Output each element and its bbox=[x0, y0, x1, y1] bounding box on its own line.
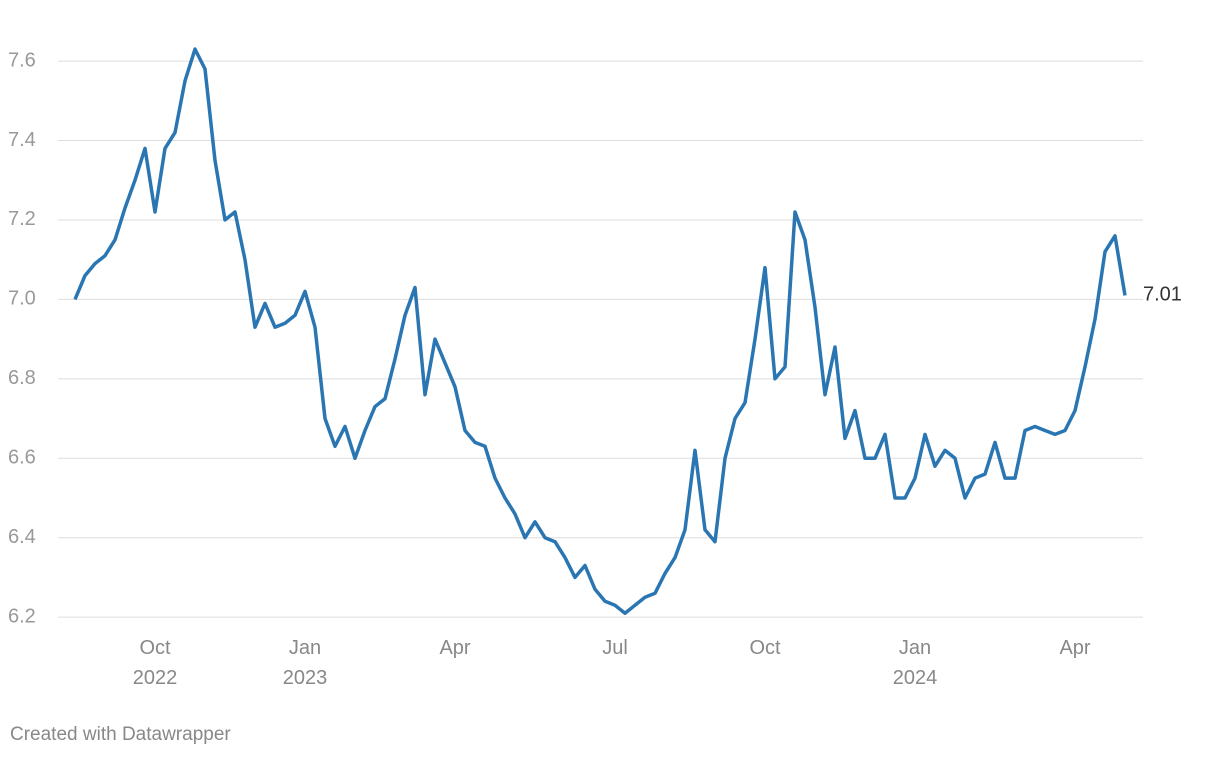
credit: Created with Datawrapper bbox=[10, 724, 231, 745]
x-tick-label: Apr bbox=[439, 637, 471, 659]
x-tick-label: Jan 2023 bbox=[282, 637, 328, 689]
y-tick-label: 6.6 bbox=[8, 447, 36, 469]
y-tick-label: 7.0 bbox=[8, 288, 36, 310]
x-tick-label: Apr bbox=[1059, 637, 1091, 659]
y-tick-label: 7.4 bbox=[8, 129, 36, 151]
y-tick-label: 7.2 bbox=[8, 208, 36, 230]
end-label: 7.01 bbox=[1143, 284, 1182, 306]
y-tick-label: 6.8 bbox=[8, 367, 36, 389]
y-tick-label: 6.4 bbox=[8, 526, 36, 548]
x-tick-label: Oct 2022 bbox=[132, 637, 178, 689]
x-tick-label: Jul bbox=[602, 637, 628, 659]
x-tick-label: Jan 2024 bbox=[892, 637, 938, 689]
y-tick-label: 7.6 bbox=[8, 49, 36, 71]
y-tick-label: 6.2 bbox=[8, 605, 36, 627]
x-tick-label: Oct bbox=[749, 637, 781, 659]
line bbox=[73, 47, 1127, 615]
